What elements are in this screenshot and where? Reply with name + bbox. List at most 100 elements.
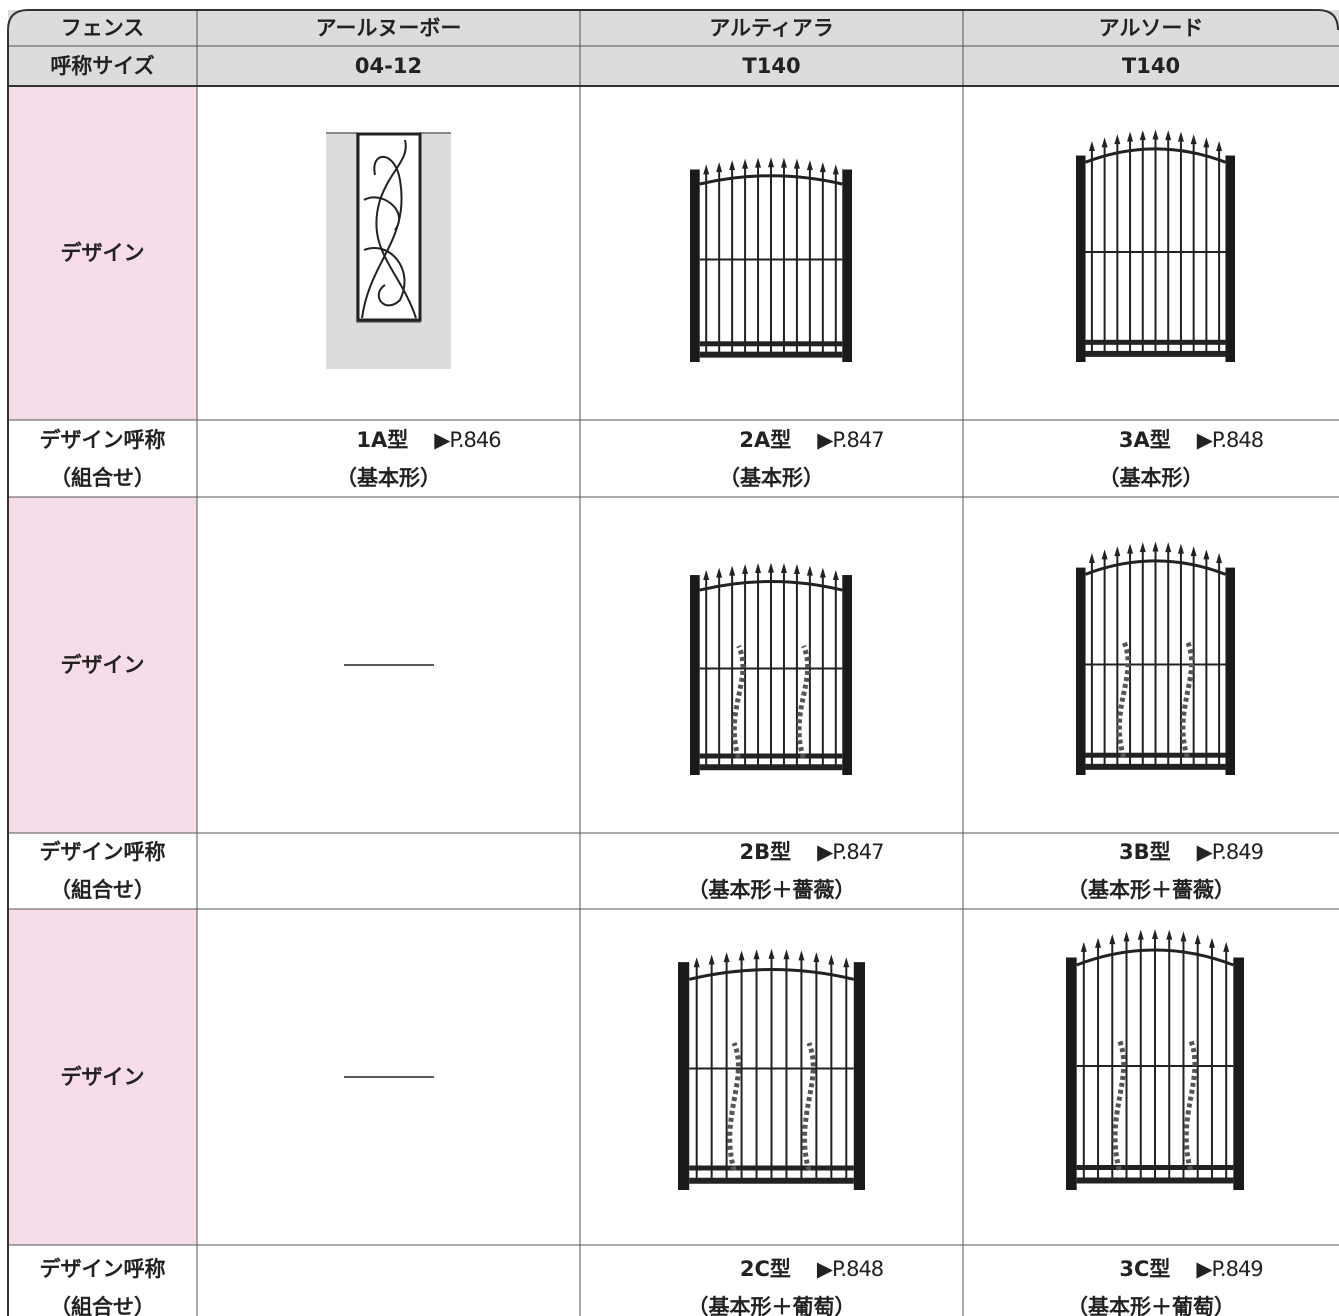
gate-vine bbox=[727, 1042, 741, 1172]
gate-spike bbox=[813, 952, 820, 963]
gate-spike bbox=[729, 565, 736, 576]
gate-spike bbox=[1152, 129, 1159, 140]
page-ref: ▶P.847 bbox=[817, 427, 884, 452]
size-cell: 呼称サイズ bbox=[8, 46, 197, 86]
gate-spike bbox=[1127, 131, 1134, 142]
gate-spike bbox=[729, 160, 736, 171]
header-text: アルティアラ bbox=[709, 16, 834, 40]
header-cell: アールヌーボー bbox=[197, 10, 580, 46]
gate-spike bbox=[703, 569, 710, 580]
gate-spike bbox=[1109, 934, 1116, 945]
header-cell: アルティアラ bbox=[580, 10, 963, 46]
gate-spike bbox=[1223, 941, 1230, 952]
page-ref: ▶P.849 bbox=[1196, 840, 1264, 864]
gate-vine bbox=[802, 1042, 816, 1172]
gate-rail bbox=[699, 667, 843, 670]
name-line: 3C型 ▶P.849 bbox=[1119, 1250, 1263, 1288]
gate-spike bbox=[1101, 549, 1108, 560]
type-name: 1A型 bbox=[356, 427, 409, 452]
gate-spike bbox=[768, 157, 774, 168]
gate-spike bbox=[1137, 929, 1144, 940]
cell-bg bbox=[8, 909, 197, 1245]
gate-spike bbox=[832, 569, 839, 580]
cell-bg bbox=[8, 10, 1339, 86]
combo: （基本形） bbox=[719, 465, 824, 490]
gate-vine bbox=[731, 644, 746, 759]
gate-spike bbox=[798, 950, 805, 961]
name-cell: 3A型 ▶P.848 （基本形） bbox=[963, 420, 1339, 497]
gate-spike bbox=[1203, 137, 1210, 148]
gate-spike bbox=[783, 949, 790, 960]
gate-spike bbox=[1177, 131, 1184, 142]
combo: （基本形） bbox=[336, 465, 441, 490]
gate-post bbox=[1233, 957, 1244, 1190]
gate-spike bbox=[753, 949, 760, 960]
name-label-cell: デザイン呼称 （組合せ） bbox=[8, 420, 197, 497]
name-cell: 2B型 ▶P.847 （基本形＋薔薇） bbox=[580, 833, 963, 909]
name-line: 3B型 ▶P.849 bbox=[1119, 833, 1264, 871]
panel-frame bbox=[326, 132, 451, 323]
gate-rail bbox=[1076, 1165, 1234, 1170]
gate-post bbox=[1225, 155, 1235, 362]
name-line: 2B型 ▶P.847 bbox=[740, 833, 885, 871]
design-label: デザイン bbox=[60, 1065, 145, 1089]
gate-spike bbox=[1203, 549, 1210, 560]
size-cell: T140 bbox=[580, 46, 963, 86]
gate-spike bbox=[708, 954, 715, 965]
gate-spike bbox=[1177, 543, 1184, 554]
gate-spike bbox=[793, 563, 800, 574]
gate-spike bbox=[768, 948, 775, 959]
combo: （基本形＋薔薇） bbox=[1067, 878, 1235, 902]
gate-rail bbox=[699, 351, 843, 358]
gate-spike bbox=[716, 567, 723, 578]
combo: （基本形） bbox=[1098, 465, 1204, 490]
size-text: 04-12 bbox=[354, 54, 423, 78]
gate-spike bbox=[1114, 546, 1121, 557]
gate-spike bbox=[1166, 929, 1173, 940]
gate-post bbox=[678, 962, 690, 1190]
name-label: デザイン呼称 bbox=[39, 1256, 166, 1281]
table-border bbox=[7, 9, 1339, 1316]
panel-ornament bbox=[361, 139, 417, 319]
gate-vine bbox=[796, 644, 811, 759]
gate-post bbox=[690, 169, 700, 362]
gate-spike bbox=[1139, 542, 1146, 553]
header-cell: アルソード bbox=[963, 10, 1339, 46]
gate-rail bbox=[689, 1177, 854, 1184]
gate-spike bbox=[780, 562, 787, 573]
design-label-cell: デザイン bbox=[8, 497, 197, 833]
page-ref: ▶P.846 bbox=[434, 427, 501, 452]
gate-spike bbox=[1190, 546, 1197, 557]
header-cell: フェンス bbox=[8, 10, 197, 46]
gate-rail bbox=[699, 753, 843, 759]
gate-spike bbox=[1095, 937, 1102, 948]
page-ref: ▶P.848 bbox=[1196, 427, 1264, 452]
gate-spike bbox=[843, 957, 850, 968]
gate-rail bbox=[1085, 147, 1226, 164]
name-label: （組合せ） bbox=[50, 465, 155, 490]
gate-rail bbox=[699, 258, 843, 261]
gate-spike bbox=[693, 957, 700, 968]
gate-rail bbox=[699, 174, 843, 186]
gate-spike bbox=[780, 157, 787, 168]
gate-spike bbox=[1216, 553, 1223, 564]
gate-rail bbox=[1085, 559, 1226, 576]
gate-rail bbox=[1076, 948, 1234, 967]
gate-rail bbox=[689, 1165, 854, 1171]
gate-spike bbox=[819, 567, 826, 578]
page-ref: ▶P.849 bbox=[1196, 1256, 1263, 1281]
gate-spike bbox=[1101, 137, 1108, 148]
gate-spike bbox=[1152, 929, 1158, 939]
gate-rail bbox=[688, 968, 855, 981]
gate-vine bbox=[1183, 1039, 1198, 1171]
combo: （基本形＋葡萄） bbox=[1067, 1294, 1235, 1316]
design-label: デザイン bbox=[60, 653, 145, 677]
name-cell: 1A型 ▶P.846 （基本形） bbox=[197, 420, 580, 497]
gate-spike bbox=[1216, 140, 1223, 151]
gate-rail bbox=[699, 764, 843, 771]
gate-vine bbox=[1180, 640, 1195, 758]
gate-spike bbox=[1208, 937, 1215, 948]
gate-spike bbox=[1088, 140, 1095, 151]
gate-spike bbox=[1088, 553, 1095, 564]
header-text: アルソード bbox=[1098, 16, 1204, 40]
